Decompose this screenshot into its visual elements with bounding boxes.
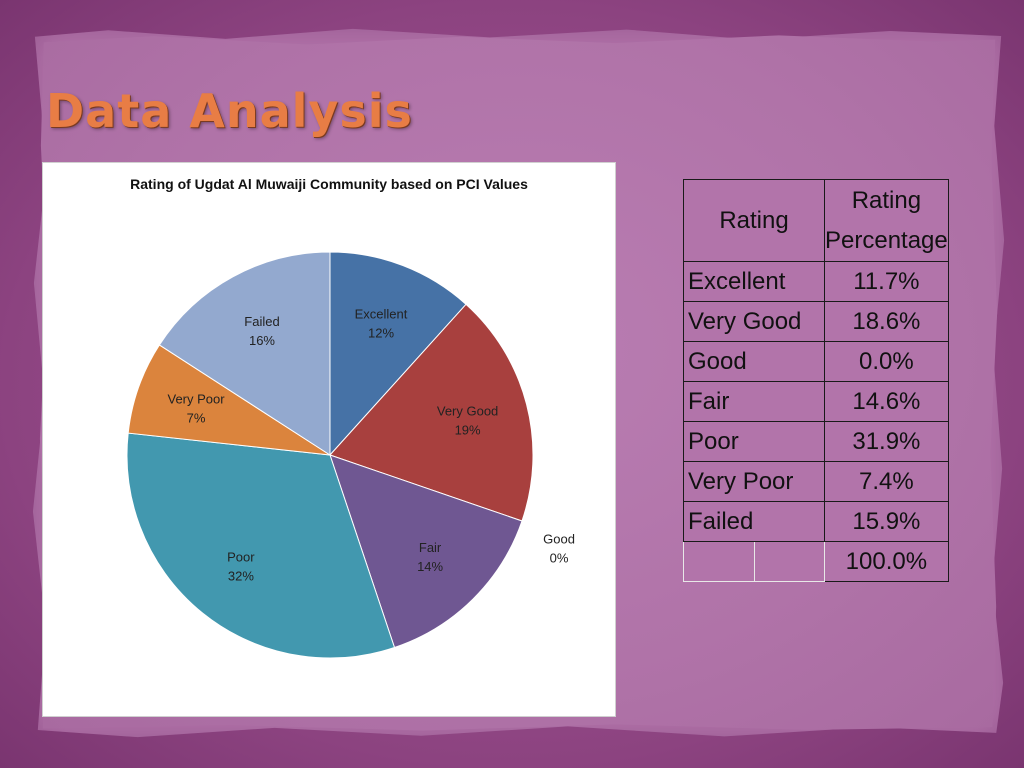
pie-label-excellent: Excellent 12% bbox=[355, 306, 408, 340]
header-percentage-line2: Percentage bbox=[825, 226, 948, 254]
pie-label-category: Excellent bbox=[355, 306, 408, 321]
pie-slice-fair bbox=[329, 454, 523, 649]
table-row: Good 0.0% bbox=[683, 341, 949, 382]
table-row: Poor 31.9% bbox=[683, 421, 949, 462]
table-row: Excellent 11.7% bbox=[683, 261, 949, 302]
rating-percentage: 18.6% bbox=[824, 301, 949, 342]
table-total-row: 100.0% bbox=[683, 541, 949, 582]
pie-label-very-poor: Very Poor 7% bbox=[168, 392, 226, 426]
table-header-row: Rating Rating Percentage bbox=[683, 179, 949, 262]
pie-slices bbox=[126, 251, 534, 659]
pie-chart: Rating of Ugdat Al Muwaiji Community bas… bbox=[42, 162, 616, 717]
rating-percentage: 11.7% bbox=[824, 261, 949, 302]
slide-title: Data Analysis bbox=[46, 84, 413, 138]
pie-label-value: 12% bbox=[368, 325, 394, 340]
rating-table: Rating Rating Percentage Excellent 11.7%… bbox=[683, 179, 949, 582]
rating-percentage: 14.6% bbox=[824, 381, 949, 422]
pie-slice-poor bbox=[126, 432, 396, 659]
table-row: Very Poor 7.4% bbox=[683, 461, 949, 502]
pie-label-poor: Poor 32% bbox=[227, 550, 255, 584]
pie-label-fair: Fair 14% bbox=[417, 540, 443, 574]
pie-label-value: 19% bbox=[455, 422, 481, 437]
table-row: Fair 14.6% bbox=[683, 381, 949, 422]
rating-name: Good bbox=[683, 341, 825, 382]
pie-label-value: 14% bbox=[417, 559, 443, 574]
pie-label-good: Good 0% bbox=[543, 531, 575, 565]
pie-label-category: Very Good bbox=[437, 403, 498, 418]
total-blank-cell bbox=[683, 541, 825, 582]
pie-slice-failed bbox=[158, 251, 331, 456]
header-percentage-line1: Rating bbox=[851, 186, 922, 214]
rating-name: Poor bbox=[683, 421, 825, 462]
rating-percentage: 7.4% bbox=[824, 461, 949, 502]
pie-chart-svg: Rating of Ugdat Al Muwaiji Community bas… bbox=[126, 176, 575, 659]
rating-name: Very Poor bbox=[683, 461, 825, 502]
pie-label-category: Failed bbox=[244, 314, 279, 329]
pie-label-category: Good bbox=[543, 531, 575, 546]
header-rating-percentage: Rating Percentage bbox=[824, 179, 949, 262]
rating-name: Very Good bbox=[683, 301, 825, 342]
table-row: Failed 15.9% bbox=[683, 501, 949, 542]
pie-labels: Excellent 12% Very Good 19% Good 0% Fair 14% Poo… bbox=[168, 306, 575, 583]
rating-name: Excellent bbox=[683, 261, 825, 302]
pie-label-category: Very Poor bbox=[168, 392, 226, 407]
rating-percentage: 0.0% bbox=[824, 341, 949, 382]
rating-percentage: 31.9% bbox=[824, 421, 949, 462]
total-blank-split bbox=[684, 542, 824, 581]
pie-label-value: 16% bbox=[249, 333, 275, 348]
pie-label-category: Poor bbox=[227, 550, 255, 565]
pie-slice-excellent bbox=[329, 251, 467, 457]
total-percentage: 100.0% bbox=[824, 541, 949, 582]
rating-name: Fair bbox=[683, 381, 825, 422]
chart-title: Rating of Ugdat Al Muwaiji Community bas… bbox=[130, 176, 528, 192]
pie-label-value: 32% bbox=[228, 569, 254, 584]
pie-label-very-good: Very Good 19% bbox=[437, 403, 498, 437]
table-row: Very Good 18.6% bbox=[683, 301, 949, 342]
pie-label-category: Fair bbox=[419, 540, 442, 555]
pie-label-value: 7% bbox=[187, 411, 206, 426]
pie-slice-very-good bbox=[329, 303, 534, 522]
pie-label-failed: Failed 16% bbox=[244, 314, 279, 348]
header-rating: Rating bbox=[683, 179, 825, 262]
rating-name: Failed bbox=[683, 501, 825, 542]
pie-label-value: 0% bbox=[550, 550, 569, 565]
header-rating-label: Rating bbox=[719, 206, 789, 234]
rating-percentage: 15.9% bbox=[824, 501, 949, 542]
